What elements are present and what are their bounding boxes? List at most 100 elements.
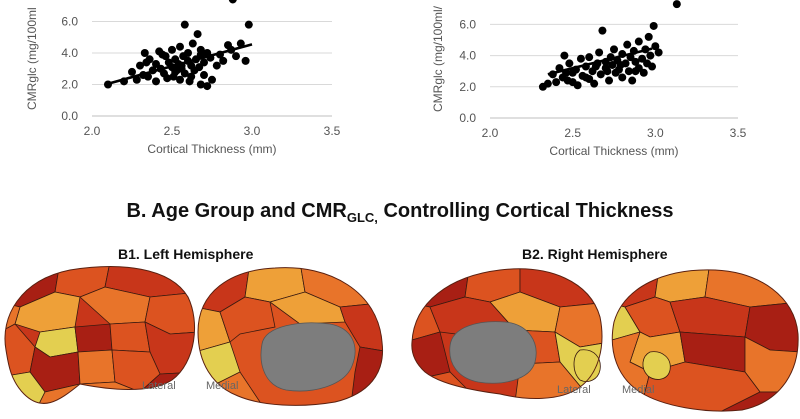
- data-point: [168, 45, 176, 54]
- y-tick-label: 4.0: [459, 49, 476, 63]
- data-point: [244, 20, 253, 29]
- data-point: [188, 39, 197, 48]
- data-point: [576, 54, 585, 63]
- data-point: [598, 26, 607, 35]
- left-medial-label: Medial: [206, 380, 239, 392]
- data-point: [543, 79, 552, 88]
- left-medial-brain: [197, 267, 384, 406]
- data-point: [152, 77, 160, 86]
- data-point: [552, 78, 561, 87]
- data-point: [605, 76, 614, 85]
- left-hemisphere-title: B1. Left Hemisphere: [118, 246, 254, 262]
- data-point: [595, 48, 604, 57]
- right-lateral-wall: [449, 321, 537, 384]
- data-point: [639, 68, 648, 77]
- section-title-subscript: GLC,: [346, 210, 378, 225]
- data-point: [596, 70, 605, 79]
- data-point: [219, 56, 228, 65]
- data-point: [644, 32, 653, 41]
- x-tick-label: 2.5: [164, 124, 181, 138]
- data-point: [136, 61, 144, 70]
- data-point: [203, 82, 212, 91]
- x-axis-title: Cortical Thickness (mm): [549, 144, 678, 158]
- y-axis-title: CMRglc (mg/100ml/: [431, 5, 445, 112]
- x-tick-label: 2.0: [84, 124, 101, 138]
- x-tick-label: 2.5: [564, 126, 581, 140]
- data-point: [591, 62, 600, 71]
- section-title-tail: Controlling Cortical Thickness: [377, 200, 674, 222]
- data-point: [193, 30, 202, 39]
- data-point: [581, 73, 590, 82]
- y-tick-label: 2.0: [459, 80, 476, 94]
- data-point: [142, 58, 151, 67]
- data-point: [232, 52, 240, 61]
- data-point: [171, 67, 180, 76]
- x-tick-label: 3.0: [244, 124, 261, 138]
- left-medial-wall: [260, 322, 356, 392]
- y-tick-label: 6.0: [61, 15, 78, 29]
- data-point: [634, 37, 643, 46]
- data-point: [184, 49, 192, 57]
- y-tick-label: 6.0: [459, 17, 476, 31]
- y-tick-label: 4.0: [61, 46, 78, 60]
- data-point: [649, 21, 658, 30]
- data-point: [180, 20, 189, 29]
- x-tick-label: 3.5: [324, 124, 341, 138]
- scatter-plot-right: 0.0 2.0 4.0 6.0 2.0 2.5 3.0 3.5 Cortical Thickne…: [431, 0, 747, 158]
- data-point: [180, 69, 189, 78]
- data-point: [140, 49, 149, 57]
- data-point: [241, 56, 250, 65]
- right-medial-label: Medial: [622, 384, 655, 396]
- data-point: [565, 59, 574, 68]
- section-title-main: B. Age Group and CMR: [126, 200, 347, 222]
- data-point: [646, 51, 655, 60]
- data-point: [603, 67, 612, 76]
- x-tick-label: 3.5: [730, 126, 747, 140]
- y-tick-label: 0.0: [459, 111, 476, 125]
- x-axis-title: Cortical Thickness (mm): [147, 142, 276, 156]
- data-point: [163, 74, 172, 83]
- data-point: [200, 71, 208, 80]
- scatter-plot-left: 0.0 2.0 4.0 6.0 2.0 2.5 3.0 3.5 Cortical Thickne…: [25, 0, 341, 156]
- data-point: [628, 76, 637, 85]
- data-point: [623, 40, 632, 49]
- x-tick-label: 2.0: [482, 126, 499, 140]
- data-point: [590, 79, 599, 88]
- data-point: [176, 75, 184, 84]
- data-point: [200, 58, 208, 67]
- data-point: [610, 45, 618, 54]
- y-tick-label: 2.0: [61, 78, 78, 92]
- data-point: [585, 53, 594, 62]
- data-point: [568, 78, 577, 87]
- data-point: [228, 0, 237, 4]
- data-point: [132, 75, 141, 84]
- data-point: [624, 67, 633, 76]
- trend-line: [547, 47, 653, 76]
- data-point: [208, 75, 216, 84]
- right-hemisphere-title: B2. Right Hemisphere: [522, 246, 668, 262]
- data-point: [618, 73, 627, 82]
- section-title: B. Age Group and CMRGLC, Controlling Cor…: [0, 200, 800, 225]
- data-point: [560, 51, 569, 60]
- trend-line: [107, 43, 253, 85]
- data-point: [631, 57, 640, 66]
- data-point: [631, 67, 640, 76]
- data-point: [176, 42, 184, 51]
- data-point: [187, 72, 196, 81]
- data-point: [648, 62, 657, 71]
- right-lateral-label: Lateral: [557, 384, 591, 396]
- data-point: [158, 50, 167, 59]
- data-point: [128, 67, 136, 76]
- data-point: [616, 60, 625, 69]
- left-lateral-brain: [4, 266, 195, 404]
- left-lateral-label: Lateral: [142, 380, 176, 392]
- data-point: [212, 61, 221, 70]
- data-point: [672, 0, 681, 9]
- data-point: [654, 48, 663, 57]
- brain-maps: [4, 266, 799, 412]
- y-axis-title: CMRglc (mg/100ml: [25, 7, 39, 110]
- x-tick-label: 3.0: [647, 126, 664, 140]
- data-point: [196, 80, 205, 89]
- y-tick-label: 0.0: [61, 109, 78, 123]
- data-point: [651, 42, 660, 51]
